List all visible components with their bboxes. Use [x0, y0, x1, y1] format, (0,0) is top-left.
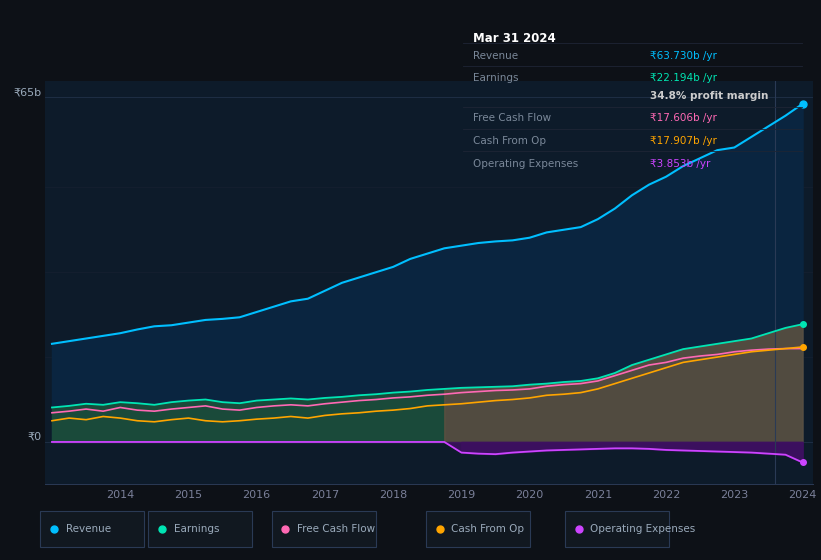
Text: ₹65b: ₹65b	[13, 87, 41, 97]
Text: ₹63.730b /yr: ₹63.730b /yr	[650, 52, 717, 62]
Text: Operating Expenses: Operating Expenses	[590, 524, 695, 534]
Text: Operating Expenses: Operating Expenses	[474, 159, 579, 169]
Text: Free Cash Flow: Free Cash Flow	[297, 524, 375, 534]
Text: Earnings: Earnings	[173, 524, 219, 534]
FancyBboxPatch shape	[426, 511, 530, 547]
Text: ₹3.853b /yr: ₹3.853b /yr	[650, 159, 710, 169]
FancyBboxPatch shape	[565, 511, 669, 547]
Text: Cash From Op: Cash From Op	[474, 136, 546, 146]
Text: Cash From Op: Cash From Op	[452, 524, 525, 534]
Text: Free Cash Flow: Free Cash Flow	[474, 113, 552, 123]
Text: Earnings: Earnings	[474, 73, 519, 83]
Text: Mar 31 2024: Mar 31 2024	[474, 32, 556, 45]
Text: 34.8% profit margin: 34.8% profit margin	[650, 91, 768, 101]
Text: Revenue: Revenue	[474, 52, 518, 62]
Text: ₹22.194b /yr: ₹22.194b /yr	[650, 73, 717, 83]
Text: ₹17.907b /yr: ₹17.907b /yr	[650, 136, 717, 146]
FancyBboxPatch shape	[40, 511, 144, 547]
Text: ₹0: ₹0	[27, 432, 41, 442]
Text: Revenue: Revenue	[66, 524, 111, 534]
FancyBboxPatch shape	[148, 511, 252, 547]
FancyBboxPatch shape	[272, 511, 376, 547]
Text: ₹17.606b /yr: ₹17.606b /yr	[650, 113, 717, 123]
